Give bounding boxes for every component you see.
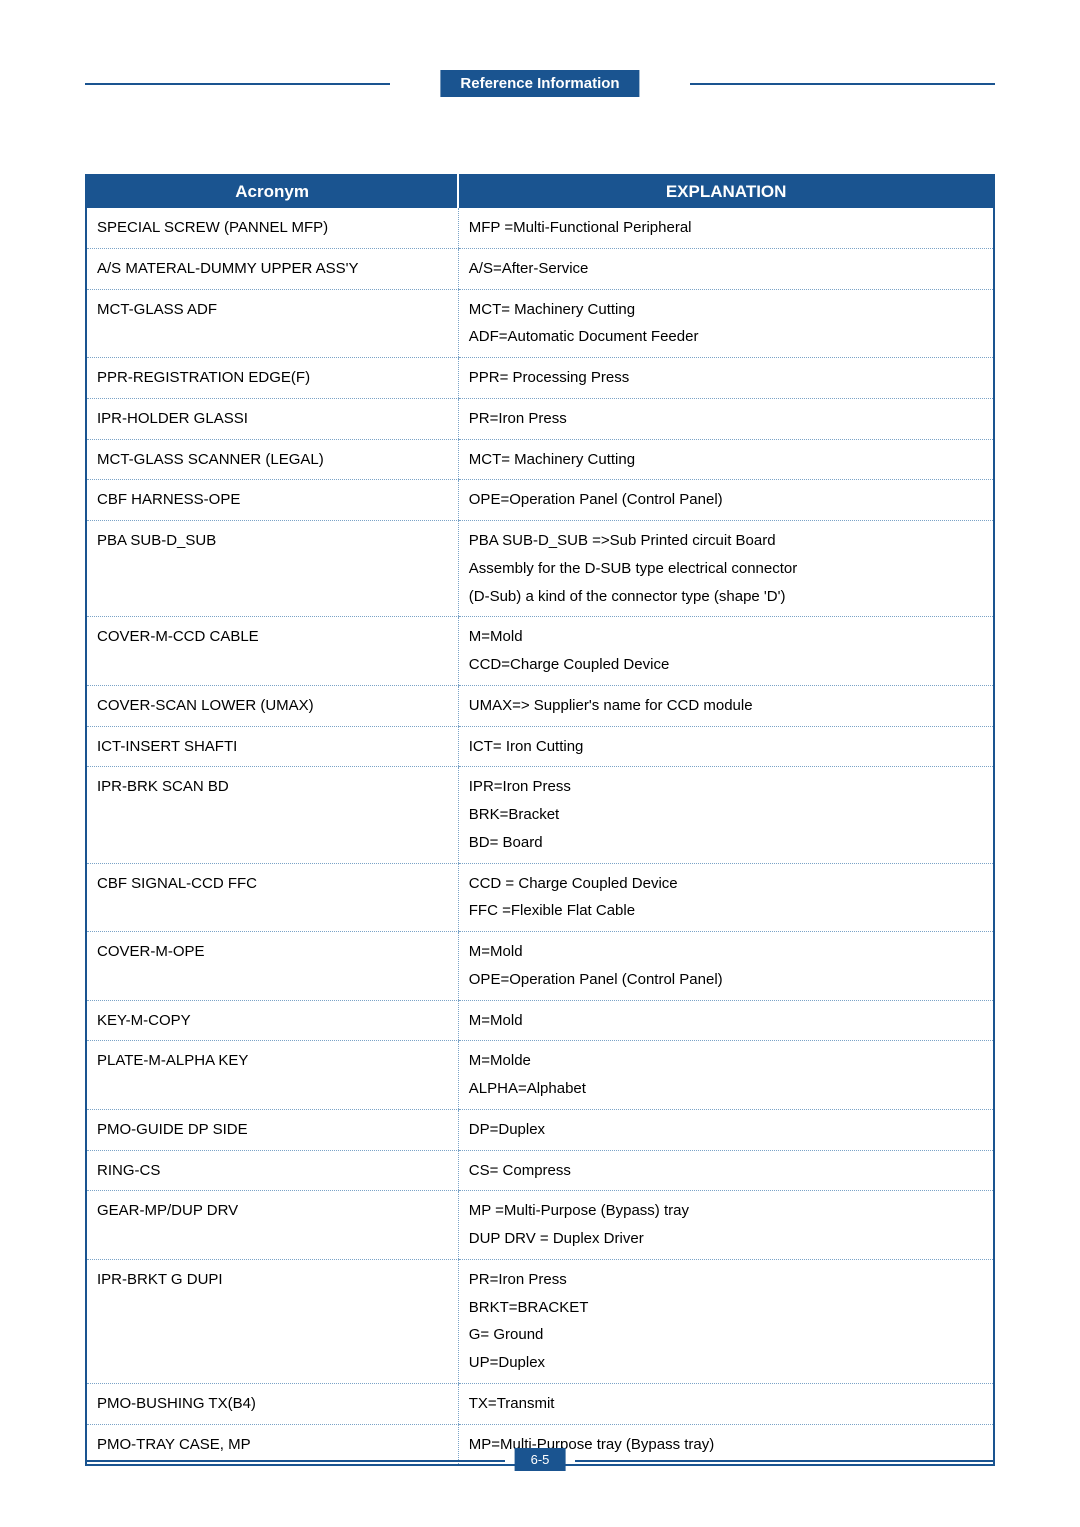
table-row: GEAR-MP/DUP DRVMP =Multi-Purpose (Bypass… [86,1191,994,1260]
cell-explanation: OPE=Operation Panel (Control Panel) [458,480,994,521]
table-row: IPR-BRK SCAN BDIPR=Iron PressBRK=Bracket… [86,767,994,863]
cell-acronym: PMO-BUSHING TX(B4) [86,1383,458,1424]
table-row: PMO-BUSHING TX(B4)TX=Transmit [86,1383,994,1424]
header-rule-left [85,83,390,85]
table-row: PPR-REGISTRATION EDGE(F)PPR= Processing … [86,358,994,399]
cell-explanation: MCT= Machinery Cutting [458,439,994,480]
table-head: Acronym EXPLANATION [86,175,994,208]
cell-acronym: RING-CS [86,1150,458,1191]
cell-acronym: MCT-GLASS SCANNER (LEGAL) [86,439,458,480]
header-band: Reference Information [85,70,995,96]
table-row: COVER-M-CCD CABLEM=MoldCCD=Charge Couple… [86,617,994,686]
cell-explanation: PPR= Processing Press [458,358,994,399]
cell-acronym: COVER-M-CCD CABLE [86,617,458,686]
cell-explanation: MFP =Multi-Functional Peripheral [458,208,994,248]
col-header-acronym: Acronym [86,175,458,208]
cell-acronym: PLATE-M-ALPHA KEY [86,1041,458,1110]
header-rule-right [690,83,995,85]
cell-acronym: PBA SUB-D_SUB [86,521,458,617]
cell-acronym: ICT-INSERT SHAFTI [86,726,458,767]
cell-explanation: ICT= Iron Cutting [458,726,994,767]
table-row: PBA SUB-D_SUBPBA SUB-D_SUB =>Sub Printed… [86,521,994,617]
cell-explanation: IPR=Iron PressBRK=BracketBD= Board [458,767,994,863]
table-row: SPECIAL SCREW (PANNEL MFP)MFP =Multi-Fun… [86,208,994,248]
cell-acronym: IPR-BRK SCAN BD [86,767,458,863]
cell-explanation: M=MoldeALPHA=Alphabet [458,1041,994,1110]
cell-explanation: MP =Multi-Purpose (Bypass) trayDUP DRV =… [458,1191,994,1260]
cell-acronym: IPR-HOLDER GLASSI [86,398,458,439]
acronym-table: Acronym EXPLANATION SPECIAL SCREW (PANNE… [85,174,995,1466]
cell-explanation: A/S=After-Service [458,248,994,289]
cell-explanation: PR=Iron PressBRKT=BRACKETG= GroundUP=Dup… [458,1259,994,1383]
table-row: CBF SIGNAL-CCD FFCCCD = Charge Coupled D… [86,863,994,932]
footer-band: 6-5 [85,1448,995,1472]
table-row: CBF HARNESS-OPEOPE=Operation Panel (Cont… [86,480,994,521]
cell-acronym: IPR-BRKT G DUPI [86,1259,458,1383]
cell-explanation: CS= Compress [458,1150,994,1191]
footer-page-pill: 6-5 [515,1448,566,1471]
cell-acronym: GEAR-MP/DUP DRV [86,1191,458,1260]
cell-explanation: M=MoldOPE=Operation Panel (Control Panel… [458,932,994,1001]
cell-explanation: CCD = Charge Coupled DeviceFFC =Flexible… [458,863,994,932]
table-row: RING-CSCS= Compress [86,1150,994,1191]
table-row: A/S MATERAL-DUMMY UPPER ASS'YA/S=After-S… [86,248,994,289]
cell-acronym: SPECIAL SCREW (PANNEL MFP) [86,208,458,248]
cell-explanation: M=Mold [458,1000,994,1041]
footer-rule-right [575,1460,995,1462]
cell-acronym: A/S MATERAL-DUMMY UPPER ASS'Y [86,248,458,289]
table-header-row: Acronym EXPLANATION [86,175,994,208]
table-row: IPR-HOLDER GLASSIPR=Iron Press [86,398,994,439]
cell-explanation: MCT= Machinery CuttingADF=Automatic Docu… [458,289,994,358]
cell-acronym: PMO-GUIDE DP SIDE [86,1109,458,1150]
cell-explanation: PBA SUB-D_SUB =>Sub Printed circuit Boar… [458,521,994,617]
cell-acronym: CBF HARNESS-OPE [86,480,458,521]
table-body: SPECIAL SCREW (PANNEL MFP)MFP =Multi-Fun… [86,208,994,1465]
cell-explanation: M=MoldCCD=Charge Coupled Device [458,617,994,686]
table-row: MCT-GLASS ADFMCT= Machinery CuttingADF=A… [86,289,994,358]
cell-acronym: COVER-SCAN LOWER (UMAX) [86,685,458,726]
cell-acronym: MCT-GLASS ADF [86,289,458,358]
cell-acronym: KEY-M-COPY [86,1000,458,1041]
cell-explanation: TX=Transmit [458,1383,994,1424]
col-header-explanation: EXPLANATION [458,175,994,208]
table-row: COVER-M-OPEM=MoldOPE=Operation Panel (Co… [86,932,994,1001]
table-row: PMO-GUIDE DP SIDEDP=Duplex [86,1109,994,1150]
cell-acronym: COVER-M-OPE [86,932,458,1001]
cell-explanation: UMAX=> Supplier's name for CCD module [458,685,994,726]
table-row: IPR-BRKT G DUPIPR=Iron PressBRKT=BRACKET… [86,1259,994,1383]
table-row: MCT-GLASS SCANNER (LEGAL)MCT= Machinery … [86,439,994,480]
table-row: KEY-M-COPYM=Mold [86,1000,994,1041]
table-row: COVER-SCAN LOWER (UMAX)UMAX=> Supplier's… [86,685,994,726]
table-row: ICT-INSERT SHAFTIICT= Iron Cutting [86,726,994,767]
table-row: PLATE-M-ALPHA KEYM=MoldeALPHA=Alphabet [86,1041,994,1110]
header-title: Reference Information [460,75,619,92]
footer-page-number: 6-5 [531,1452,550,1467]
cell-acronym: PPR-REGISTRATION EDGE(F) [86,358,458,399]
header-title-pill: Reference Information [440,70,639,97]
page: Reference Information Acronym EXPLANATIO… [0,0,1080,1527]
cell-explanation: DP=Duplex [458,1109,994,1150]
footer-rule-left [85,1460,505,1462]
cell-acronym: CBF SIGNAL-CCD FFC [86,863,458,932]
cell-explanation: PR=Iron Press [458,398,994,439]
